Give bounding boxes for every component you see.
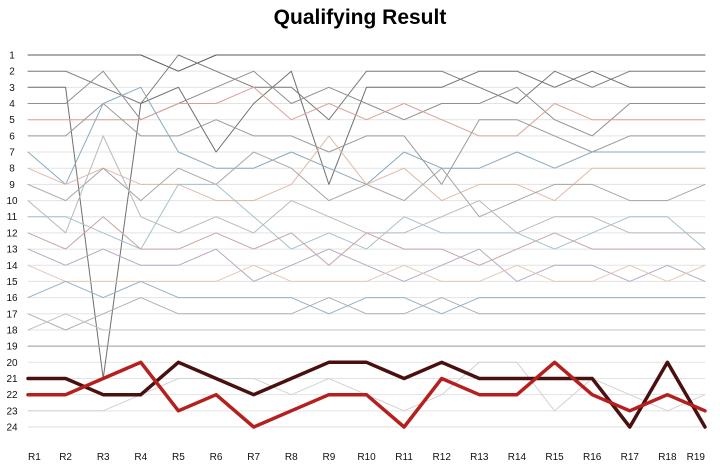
series-line — [27, 70, 706, 379]
x-tick-label: R18 — [658, 452, 677, 463]
y-tick-label: 9 — [9, 180, 15, 191]
y-tick-label: 20 — [6, 358, 18, 369]
y-tick-label: 18 — [6, 325, 18, 336]
series-line — [27, 54, 706, 72]
y-tick-label: 16 — [6, 293, 18, 304]
x-tick-label: R13 — [470, 452, 489, 463]
y-tick-label: 15 — [6, 277, 18, 288]
y-tick-label: 2 — [9, 67, 15, 78]
series-line — [27, 86, 706, 137]
x-axis: R1 R2 R3 R4 R5 R6 R7 R8 R9 R10 R11 R12 R13 R14 R15 R16 R… — [28, 452, 705, 463]
y-tick-label: 22 — [6, 390, 18, 401]
x-tick-label: R12 — [433, 452, 452, 463]
y-tick-label: 1 — [9, 51, 15, 62]
series-line — [27, 248, 706, 282]
x-tick-label: R5 — [172, 452, 185, 463]
x-tick-label: R7 — [247, 452, 260, 463]
highlighted-series-line — [26, 360, 707, 429]
y-tick-label: 14 — [6, 261, 18, 272]
y-tick-label: 17 — [6, 309, 18, 320]
y-tick-label: 3 — [9, 83, 15, 94]
y-tick-label: 11 — [7, 212, 18, 223]
y-tick-label: 8 — [9, 164, 15, 175]
x-tick-label: R6 — [210, 452, 223, 463]
y-tick-label: 4 — [9, 99, 15, 110]
x-tick-label: R19 — [687, 452, 706, 463]
x-tick-label: R4 — [134, 452, 147, 463]
series-lines — [26, 54, 707, 429]
y-tick-label: 5 — [9, 115, 15, 126]
series-line — [27, 313, 706, 331]
series-line — [27, 361, 706, 412]
x-tick-label: R2 — [59, 452, 72, 463]
series-line — [27, 151, 706, 218]
x-tick-label: R10 — [357, 452, 376, 463]
x-tick-label: R8 — [285, 452, 298, 463]
series-line — [27, 264, 706, 282]
y-tick-label: 24 — [6, 423, 18, 434]
highlighted-series-line — [26, 360, 707, 429]
y-tick-label: 10 — [6, 196, 18, 207]
x-tick-label: R11 — [395, 452, 413, 463]
x-tick-label: R3 — [97, 452, 110, 463]
series-line — [27, 103, 706, 185]
series-line — [27, 216, 706, 266]
chart-title: Qualifying Result — [274, 6, 447, 29]
gridlines — [28, 54, 705, 428]
y-tick-label: 7 — [9, 148, 15, 159]
y-tick-label: 21 — [6, 374, 18, 385]
y-tick-label: 6 — [9, 131, 15, 142]
y-tick-label: 19 — [6, 342, 18, 353]
x-tick-label: R1 — [28, 452, 41, 463]
y-tick-label: 13 — [6, 245, 18, 256]
x-tick-label: R16 — [583, 452, 602, 463]
x-tick-label: R14 — [508, 452, 527, 463]
x-tick-label: R9 — [322, 452, 335, 463]
series-line — [27, 297, 706, 331]
x-tick-label: R15 — [545, 452, 564, 463]
y-tick-label: 12 — [6, 228, 18, 239]
y-tick-label: 23 — [6, 406, 18, 417]
x-tick-label: R17 — [621, 452, 640, 463]
series-line — [27, 280, 706, 315]
